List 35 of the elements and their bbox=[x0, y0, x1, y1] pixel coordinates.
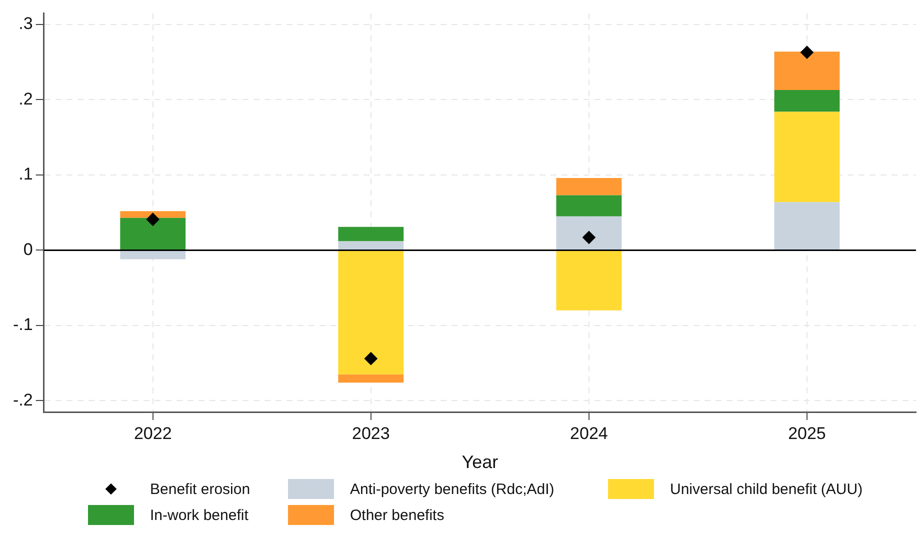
bar bbox=[120, 211, 186, 218]
bar bbox=[556, 195, 622, 216]
bar bbox=[556, 216, 622, 250]
bar bbox=[774, 112, 840, 202]
x-tick-label: 2023 bbox=[352, 424, 390, 443]
legend-label: Other benefits bbox=[350, 506, 444, 524]
y-tick-label: .2 bbox=[18, 89, 33, 108]
x-tick-label: 2025 bbox=[788, 424, 826, 443]
point bbox=[800, 46, 814, 59]
x-tick-label: 2022 bbox=[134, 424, 172, 443]
y-tick-label: -.2 bbox=[12, 390, 33, 410]
x-axis-title: Year bbox=[462, 452, 498, 472]
point bbox=[146, 212, 160, 226]
bar bbox=[120, 250, 186, 260]
y-tick-label: -.1 bbox=[12, 315, 33, 334]
bar bbox=[120, 218, 186, 250]
x-tick-label: 2024 bbox=[570, 424, 608, 443]
legend-label: Anti-poverty benefits (Rdc;AdI) bbox=[350, 480, 554, 498]
legend-label: In-work benefit bbox=[150, 506, 248, 524]
point bbox=[582, 230, 596, 244]
y-tick-label: 0 bbox=[23, 240, 33, 259]
bar bbox=[338, 241, 404, 250]
bar bbox=[338, 250, 404, 374]
bar bbox=[556, 178, 622, 196]
y-tick-label: .1 bbox=[18, 164, 33, 184]
bar bbox=[556, 250, 622, 310]
bar bbox=[774, 52, 840, 90]
bar bbox=[338, 374, 404, 383]
y-tick-label: .3 bbox=[18, 14, 33, 34]
bar bbox=[774, 90, 840, 112]
legend-label: Universal child benefit (AUU) bbox=[670, 480, 863, 498]
point bbox=[364, 352, 378, 366]
bar bbox=[774, 202, 840, 250]
legend-label: Benefit erosion bbox=[150, 480, 250, 498]
bar bbox=[338, 226, 404, 242]
